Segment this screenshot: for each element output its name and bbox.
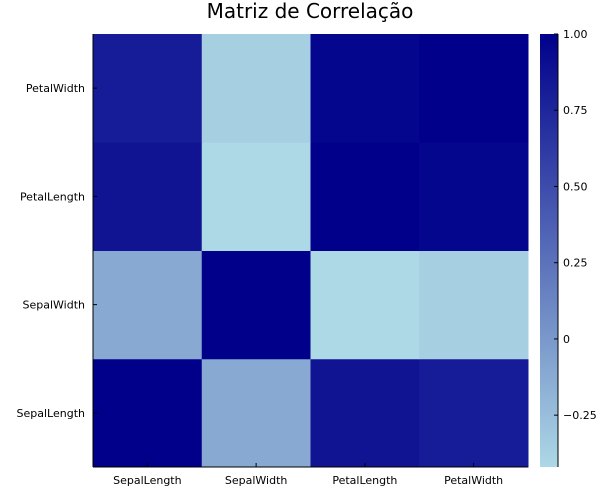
heatmap-cells	[93, 34, 529, 468]
heatmap-cell-SepalWidth-PetalWidth	[419, 250, 529, 360]
heatmap-cell-SepalWidth-SepalWidth	[201, 250, 311, 360]
colorbar-tick-label: 1.00	[563, 28, 588, 41]
y-tick-label: PetalLength	[20, 190, 85, 203]
colorbar-tick-label: 0.25	[563, 257, 588, 270]
colorbar-tick-label: 0.50	[563, 180, 588, 193]
colorbar-tick-label: −0.25	[563, 409, 597, 422]
heatmap-cell-SepalWidth-PetalLength	[310, 250, 420, 360]
heatmap-cell-SepalLength-PetalWidth	[419, 358, 529, 468]
colorbar-gradient	[540, 34, 558, 467]
colorbar-tick-label: 0.75	[563, 104, 588, 117]
y-axis: SepalLength SepalWidth PetalLength PetalWid…	[17, 82, 97, 420]
heatmap-cell-PetalLength-SepalLength	[93, 142, 203, 251]
heatmap-cell-SepalLength-PetalLength	[310, 358, 420, 468]
heatmap-cell-PetalLength-PetalWidth	[419, 142, 529, 251]
chart-title: Matriz de Correlação	[207, 0, 414, 23]
heatmap-cell-SepalLength-SepalWidth	[201, 358, 311, 468]
heatmap-cell-SepalLength-SepalLength	[93, 358, 203, 468]
heatmap-cell-PetalLength-PetalLength	[310, 142, 420, 251]
heatmap-cell-PetalWidth-SepalLength	[93, 34, 203, 143]
colorbar: 1.00 0.75 0.50 0.25 0 −0.25	[540, 28, 597, 467]
colorbar-tick-label: 0	[563, 333, 570, 346]
heatmap-cell-PetalWidth-SepalWidth	[201, 34, 311, 143]
y-tick-label: PetalWidth	[26, 82, 85, 95]
y-tick-label: SepalWidth	[23, 299, 86, 312]
x-tick-label: SepalLength	[113, 474, 181, 487]
heatmap-cell-SepalWidth-SepalLength	[93, 250, 203, 360]
heatmap-cell-PetalLength-SepalWidth	[201, 142, 311, 251]
heatmap-cell-PetalWidth-PetalWidth	[419, 34, 529, 143]
x-tick-label: PetalLength	[332, 474, 397, 487]
plot-frame	[92, 34, 528, 468]
x-tick-label: SepalWidth	[225, 474, 288, 487]
x-axis: SepalLength SepalWidth PetalLength PetalWid…	[113, 463, 503, 487]
y-tick-label: SepalLength	[17, 407, 85, 420]
x-tick-label: PetalWidth	[444, 474, 503, 487]
heatmap-cell-PetalWidth-PetalLength	[310, 34, 420, 143]
